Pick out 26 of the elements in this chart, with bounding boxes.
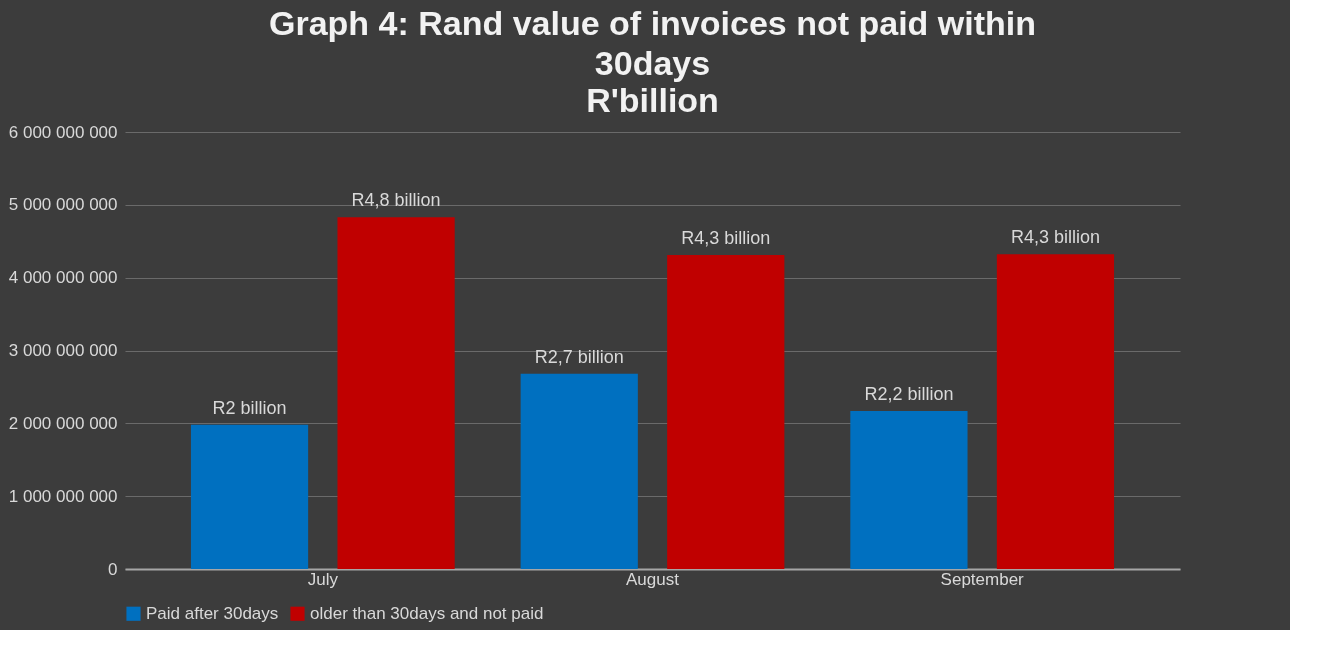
x-tick-label: July xyxy=(307,569,339,589)
y-tick-label: 2 000 000 000 xyxy=(8,413,118,433)
bar xyxy=(520,373,638,569)
bar xyxy=(337,217,455,569)
data-label: R2,2 billion xyxy=(864,383,954,404)
chart-title: Graph 4: Rand value of invoices not paid within 30days xyxy=(269,4,1036,82)
y-tick-label: 1 000 000 000 xyxy=(8,486,118,506)
y-tick-label: 4 000 000 000 xyxy=(8,268,118,288)
bar xyxy=(667,255,785,569)
bar xyxy=(996,254,1115,569)
bar xyxy=(850,410,968,569)
data-label: R2 billion xyxy=(212,397,287,418)
legend-label: Paid after 30days xyxy=(146,603,279,623)
data-label: R2,7 billion xyxy=(534,346,624,367)
legend-label: older than 30days and not paid xyxy=(310,603,544,623)
data-label: R4,3 billion xyxy=(1010,227,1100,248)
bar xyxy=(190,424,309,569)
data-label: R4,8 billion xyxy=(351,190,441,211)
y-tick-label: 0 xyxy=(108,559,118,579)
x-tick-label: September xyxy=(940,569,1025,589)
y-tick-label: 5 000 000 000 xyxy=(8,195,118,215)
y-tick-label: 3 000 000 000 xyxy=(8,341,118,360)
y-tick-label: 6 000 000 000 xyxy=(8,122,118,142)
x-tick-label: August xyxy=(626,569,680,589)
data-label: R4,3 billion xyxy=(681,228,771,249)
chart-subtitle: R'billion xyxy=(586,81,719,119)
